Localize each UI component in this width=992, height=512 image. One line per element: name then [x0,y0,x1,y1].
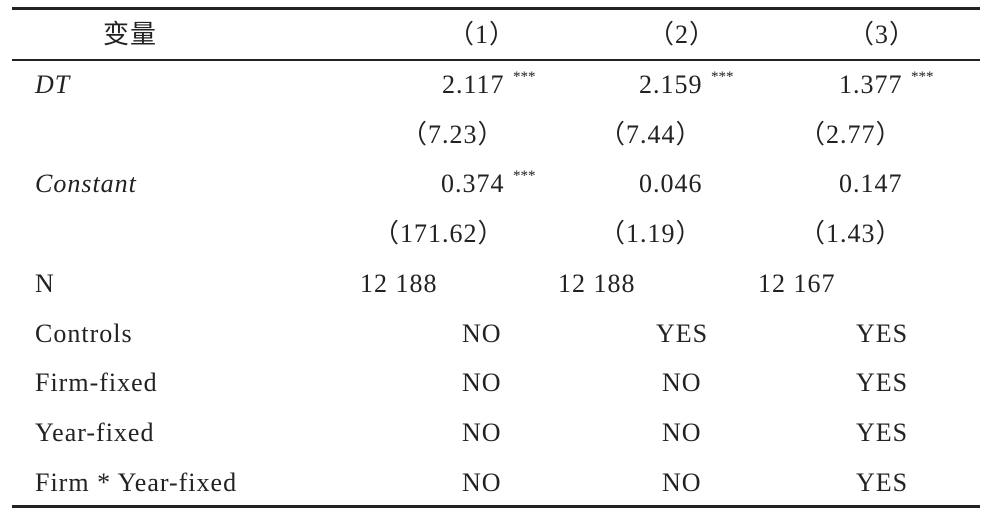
row-label: N [35,268,55,298]
cell-value: （7.44） [599,119,703,149]
cell-value: NO [662,467,702,497]
header-cell: （1） [448,20,517,49]
cell-value: 1.377 [839,70,903,99]
cell-value: YES [856,368,909,398]
cell-value: YES [856,467,909,497]
significance: *** [911,69,934,85]
cell-value: 12 167 [758,268,836,298]
cell-value: 0.046 [639,169,703,199]
row-label: Controls [35,318,133,348]
row-label: DT [35,70,71,99]
significance: *** [711,69,734,85]
significance: *** [513,168,536,185]
cell-value: NO [462,318,502,348]
header-rule [12,59,980,61]
row-label: Firm * Year-fixed [35,467,238,497]
cell-value: 0.374 [441,169,505,199]
cell-value: NO [462,467,502,497]
cell-value: 0.147 [839,169,903,199]
cell-value: 2.117 [442,70,505,99]
cell-value: NO [462,417,502,447]
cell-value: （2.77） [799,119,903,149]
bottom-rule [12,505,980,508]
cell-value: YES [656,318,709,348]
row-label: Firm-fixed [35,368,158,398]
row-label: Year-fixed [35,417,155,447]
header-cell: （2） [648,20,717,49]
header-cell: （3） [848,20,917,49]
cell-value: （171.62） [373,219,505,249]
cell-value: NO [662,417,702,447]
cell-value: NO [662,368,702,398]
cell-value: （7.23） [401,119,505,149]
cell-value: YES [856,417,909,447]
cell-value: 2.159 [639,70,703,99]
header-cell: 变量 [103,20,158,49]
row-label: Constant [35,169,137,199]
cell-value: 12 188 [360,268,438,298]
cell-value: NO [462,368,502,398]
cell-value: （1.19） [599,219,703,249]
significance: *** [513,69,536,85]
cell-value: （1.43） [799,219,903,249]
cell-value: 12 188 [558,268,636,298]
top-rule [12,7,980,10]
cell-value: YES [856,318,909,348]
